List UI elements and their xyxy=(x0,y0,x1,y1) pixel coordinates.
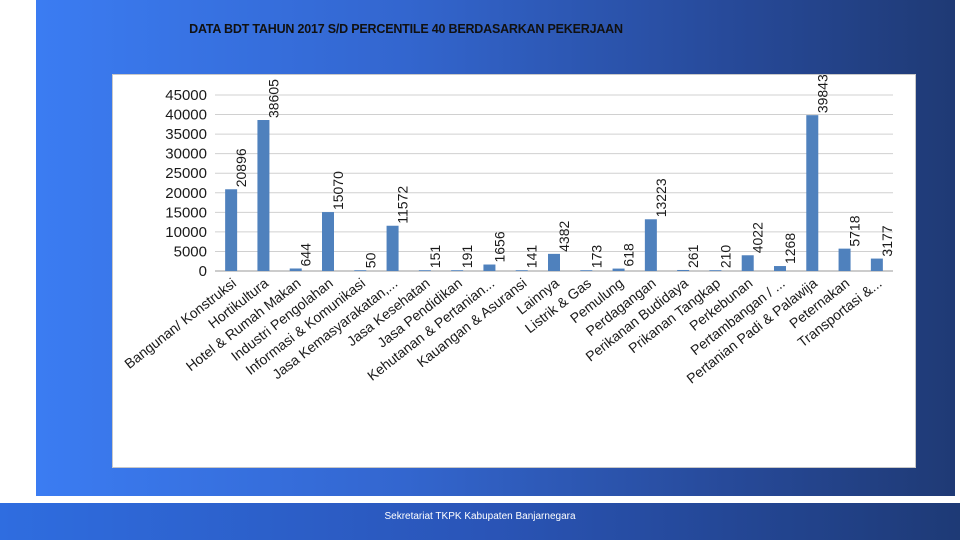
data-label: 15070 xyxy=(330,171,346,210)
data-label: 3177 xyxy=(879,225,895,256)
y-tick-label: 30000 xyxy=(165,146,207,163)
bar xyxy=(354,270,367,271)
bar xyxy=(451,270,464,271)
y-tick-label: 40000 xyxy=(165,107,207,124)
bar xyxy=(515,270,528,271)
data-label: 20896 xyxy=(233,148,249,187)
bar xyxy=(677,269,690,271)
y-tick-label: 20000 xyxy=(165,185,207,202)
bar xyxy=(870,258,883,271)
bar xyxy=(225,189,238,271)
data-label: 210 xyxy=(717,245,733,269)
data-label: 151 xyxy=(427,245,443,269)
y-tick-label: 15000 xyxy=(165,204,207,221)
y-tick-label: 25000 xyxy=(165,165,207,182)
data-label: 1656 xyxy=(491,231,507,262)
data-label: 50 xyxy=(362,252,378,268)
y-tick-label: 5000 xyxy=(174,243,207,260)
bar xyxy=(257,120,270,271)
bar xyxy=(612,268,625,271)
bar xyxy=(741,255,754,271)
bar xyxy=(386,225,399,271)
slide-title: DATA BDT TAHUN 2017 S/D PERCENTILE 40 BE… xyxy=(189,22,623,36)
data-label: 191 xyxy=(459,245,475,269)
bar xyxy=(806,115,819,271)
bar xyxy=(483,264,496,271)
data-label: 11572 xyxy=(395,186,411,224)
bar-chart: 0 5000 10000 15000 20000 25000 30000 35000 40000… xyxy=(121,75,895,387)
y-tick-label: 0 xyxy=(199,263,207,280)
footer-bar: Sekretariat TKPK Kabupaten Banjarnegara xyxy=(0,503,960,540)
bar xyxy=(289,268,302,271)
y-tick-label: 10000 xyxy=(165,224,207,241)
data-label: 13223 xyxy=(653,178,669,217)
bar xyxy=(838,248,851,271)
y-tick-label: 45000 xyxy=(165,87,207,104)
data-label: 261 xyxy=(685,244,701,268)
data-label: 38605 xyxy=(265,79,281,118)
data-label: 4022 xyxy=(750,222,766,253)
data-label: 618 xyxy=(621,243,637,267)
bar xyxy=(548,253,560,271)
bar xyxy=(418,270,431,271)
y-tick-label: 35000 xyxy=(165,126,207,143)
bar xyxy=(322,212,334,271)
bar xyxy=(580,270,593,271)
data-label: 4382 xyxy=(556,221,572,252)
chart-panel: 0 5000 10000 15000 20000 25000 30000 35000 40000… xyxy=(112,74,916,468)
data-label: 173 xyxy=(588,245,604,269)
data-label: 5718 xyxy=(847,215,863,246)
bar xyxy=(709,270,722,271)
data-label: 644 xyxy=(298,243,314,267)
data-label: 39843 xyxy=(814,75,830,113)
footer-text: Sekretariat TKPK Kabupaten Banjarnegara xyxy=(384,511,576,522)
data-label: 141 xyxy=(524,245,540,269)
bar xyxy=(774,266,786,271)
slide-background: DATA BDT TAHUN 2017 S/D PERCENTILE 40 BE… xyxy=(36,0,955,496)
data-label: 1268 xyxy=(782,233,798,264)
bar xyxy=(644,219,657,271)
